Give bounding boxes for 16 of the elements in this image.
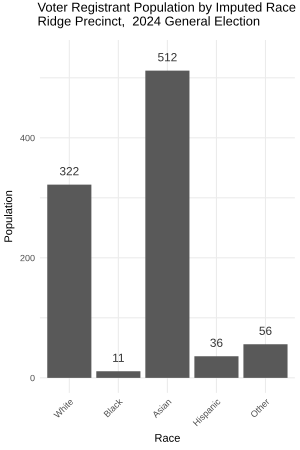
y-tick-label: 200 <box>20 254 35 262</box>
bar <box>194 356 239 378</box>
y-tick-label: 0 <box>30 374 35 382</box>
y-axis-title: Population <box>4 190 14 242</box>
data-label: 322 <box>60 167 79 176</box>
data-label: 36 <box>210 338 222 347</box>
data-label: 11 <box>113 354 124 362</box>
bar <box>47 184 92 378</box>
bar <box>145 70 190 378</box>
x-axis-title: Race <box>155 434 180 442</box>
bar <box>96 371 140 378</box>
data-label: 56 <box>259 326 272 335</box>
bar <box>243 344 288 378</box>
y-tick-label: 400 <box>20 134 35 142</box>
chart-title: Voter Registrant Population by Imputed Race Ridge Precinct, 2024 General Election <box>38 2 296 28</box>
data-label: 512 <box>158 53 177 62</box>
